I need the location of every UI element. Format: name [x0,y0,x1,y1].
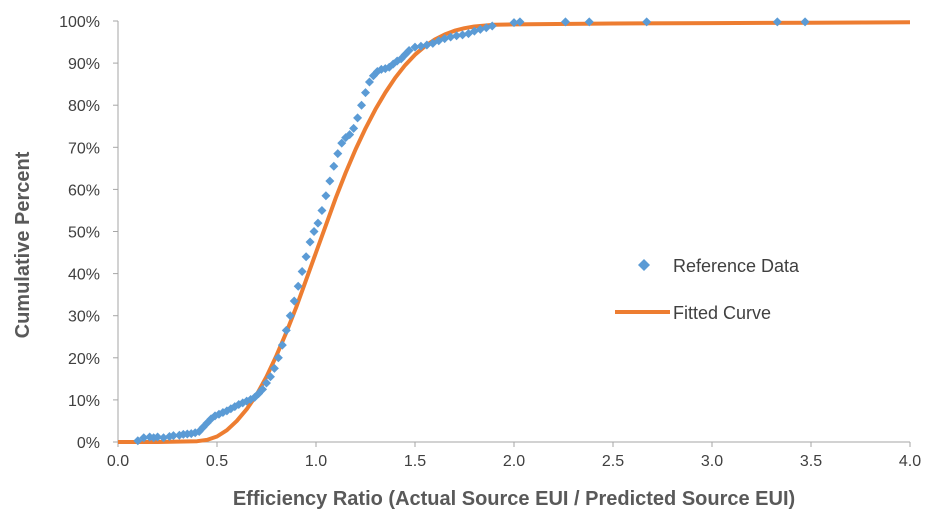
reference-data-point [349,123,359,133]
legend-item-fitted-curve: Fitted Curve [615,303,771,323]
legend-diamond-marker [638,259,650,271]
reference-data-point [337,138,347,148]
legend-label-reference-data: Reference Data [673,256,800,276]
reference-data-point [364,77,374,87]
y-tick-label: 10% [68,393,100,410]
reference-data-point [313,218,323,228]
axes [113,20,911,447]
reference-data-point [329,161,339,171]
reference-data-point [277,340,287,350]
reference-data-point [416,41,426,51]
y-tick-label: 60% [68,182,100,199]
reference-data-point [269,363,279,373]
reference-data-point [584,17,594,27]
reference-data-point [509,18,519,28]
y-tick-label: 30% [68,309,100,326]
reference-data-point [772,17,782,27]
reference-data-point [384,62,394,72]
reference-data-point [515,17,525,27]
reference-data-point [452,31,462,41]
tick-labels: 0.0 0.5 1.0 1.5 2.0 2.5 3.0 3.5 4.0 0% 10% 20% 30% 40… [59,14,921,470]
reference-data-point [642,17,652,27]
reference-data-point [301,252,311,262]
y-tick-label: 90% [68,56,100,73]
x-tick-label: 2.0 [503,453,525,470]
reference-data-point [309,227,319,236]
reference-data-point [353,113,363,123]
reference-data-point [168,431,178,441]
reference-data-point [297,266,307,276]
y-tick-label: 0% [77,435,100,452]
reference-data-point [139,433,149,443]
x-tick-label: 2.5 [602,453,624,470]
reference-data-point [321,191,331,201]
reference-data-point [305,237,315,247]
y-tick-label: 100% [59,14,100,31]
reference-data-point [159,433,169,443]
reference-data-point [560,17,570,27]
x-tick-label: 1.5 [404,453,426,470]
reference-data-point [325,176,335,186]
x-axis-title: Efficiency Ratio (Actual Source EUI / Pr… [233,488,795,510]
reference-data-point [458,30,468,40]
reference-data-point [333,149,343,159]
reference-data-layer [133,17,810,446]
legend-item-reference-data: Reference Data [638,256,800,276]
reference-data-point [361,88,370,98]
y-tick-label: 40% [68,267,100,284]
reference-data-point [273,353,283,363]
x-tick-label: 4.0 [899,453,921,470]
fitted-curve-layer [118,20,911,444]
reference-data-point [410,42,420,52]
reference-data-point [258,384,268,394]
legend: Reference Data Fitted Curve [615,256,800,323]
x-tick-label: 0.5 [206,453,228,470]
x-tick-label: 3.0 [701,453,723,470]
y-tick-label: 80% [68,98,100,115]
reference-data-point [153,432,163,442]
reference-data-point [281,325,291,335]
reference-data-point [262,378,271,388]
y-axis-title: Cumulative Percent [12,151,34,338]
reference-data-point [487,21,497,31]
x-tick-label: 0.0 [107,453,129,470]
legend-label-fitted-curve: Fitted Curve [673,303,771,323]
reference-data-point [800,17,810,27]
reference-data-point [357,100,367,110]
reference-data-point [285,311,295,321]
y-tick-label: 50% [68,225,100,242]
x-tick-label: 1.0 [305,453,327,470]
fitted-curve-line [118,20,911,444]
reference-data-point [446,32,456,42]
y-tick-label: 20% [68,351,100,368]
x-tick-label: 3.5 [800,453,822,470]
reference-data-point [289,296,299,306]
reference-data-point [345,130,355,140]
reference-data-point [317,205,327,215]
reference-data-point [293,281,303,291]
reference-data-point [463,29,473,39]
reference-data-point [404,45,414,55]
y-tick-label: 70% [68,140,100,157]
reference-data-point [265,372,275,382]
